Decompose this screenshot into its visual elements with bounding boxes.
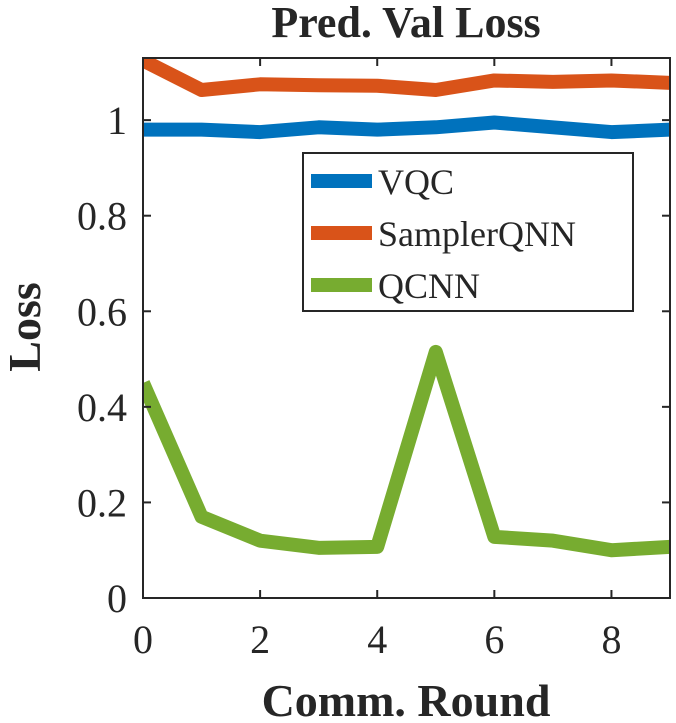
x-tick-label: 0: [133, 617, 153, 662]
x-tick-label: 6: [484, 617, 504, 662]
tick-layer: 0 2 4 6 8 0 0.2 0.4 0.6 0.8 1: [77, 58, 670, 662]
chart-title: Pred. Val Loss: [271, 0, 540, 47]
y-tick-label: 0.6: [77, 289, 127, 334]
x-tick-label: 2: [250, 617, 270, 662]
y-tick-label: 0.4: [77, 385, 127, 430]
x-tick-label: 4: [367, 617, 387, 662]
series-line-qcnn: [143, 344, 670, 558]
y-tick-label: 0.2: [77, 480, 127, 525]
y-tick-label: 0: [107, 576, 127, 621]
legend-label-vqc: VQC: [378, 162, 454, 202]
x-axis-label: Comm. Round: [262, 675, 551, 723]
legend-label-samplerqnn: SamplerQNN: [378, 214, 576, 254]
series-layer: [143, 58, 670, 558]
plot-frame: [142, 57, 671, 599]
y-axis-label: Loss: [0, 282, 50, 371]
legend: VQC SamplerQNN QCNN: [302, 152, 634, 312]
y-tick-label: 0.8: [77, 194, 127, 239]
x-tick-label: 8: [601, 617, 621, 662]
series-line-samplerqnn: [143, 58, 670, 98]
legend-items: VQC SamplerQNN QCNN: [311, 162, 576, 306]
legend-label-qcnn: QCNN: [378, 266, 480, 306]
series-line-vqc: [143, 115, 670, 140]
y-tick-label: 1: [107, 98, 127, 143]
